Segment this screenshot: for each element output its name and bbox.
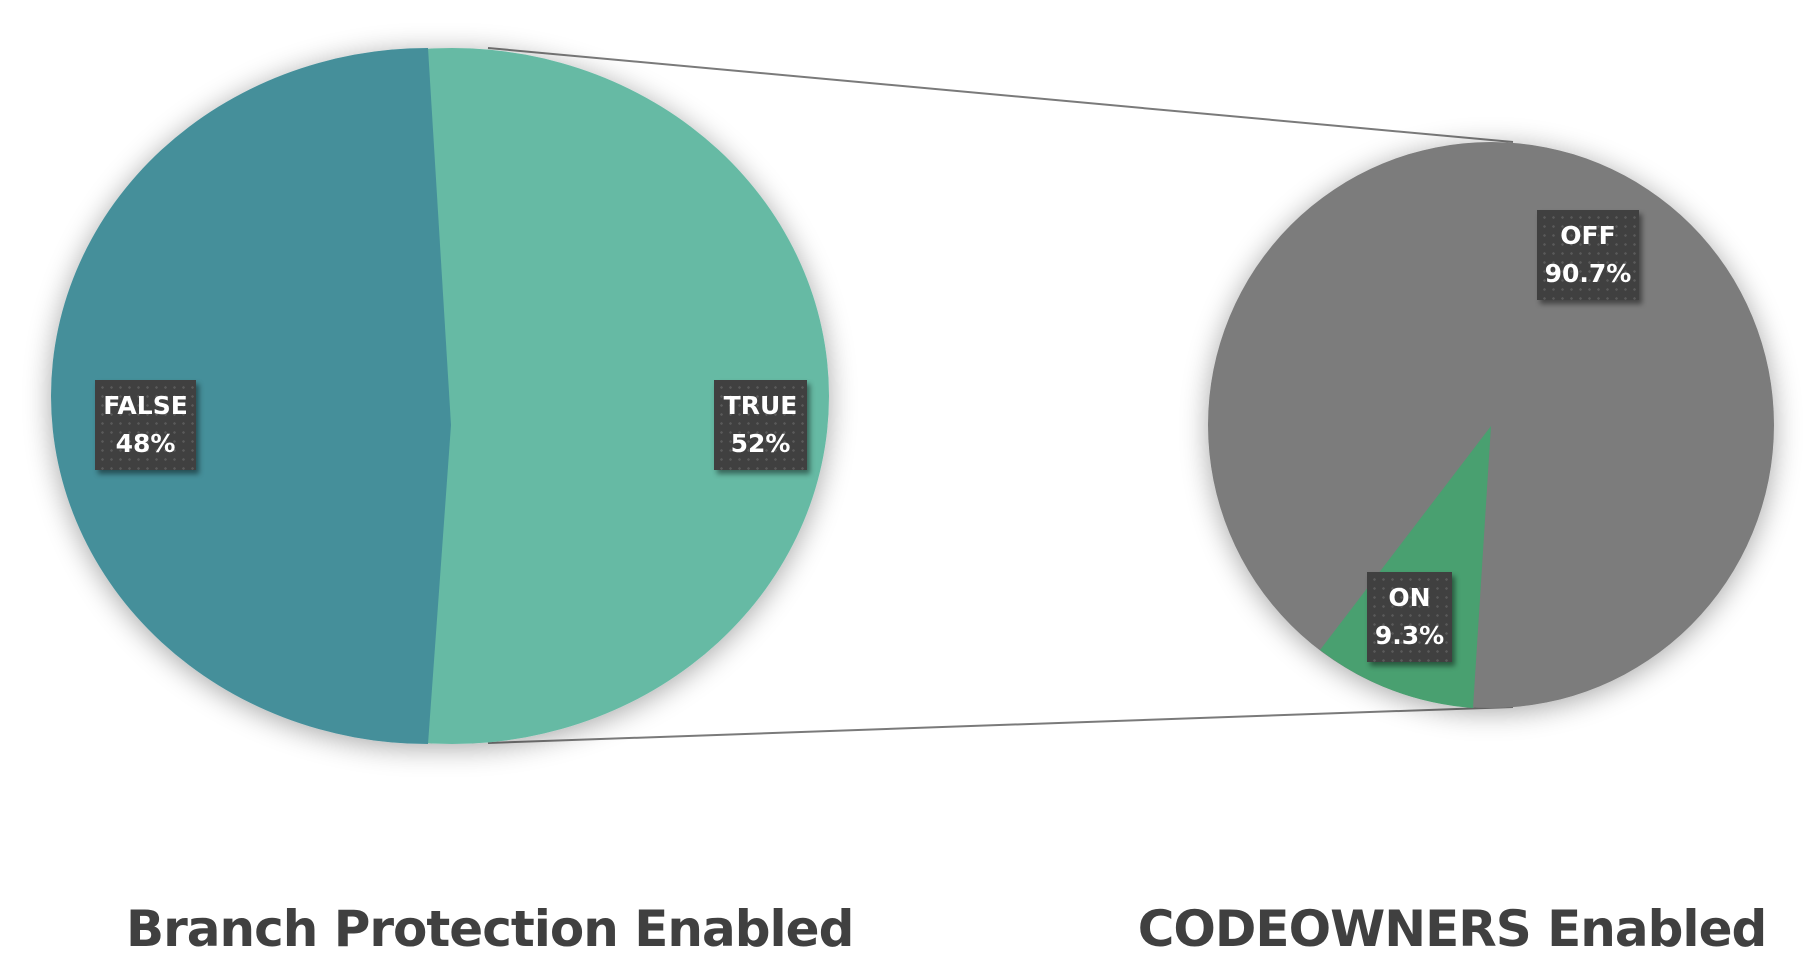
label-true-name: TRUE (723, 391, 798, 420)
label-off: OFF 90.7% (1537, 210, 1639, 300)
label-on-name: ON (1388, 583, 1431, 612)
label-true-value: 52% (730, 429, 791, 458)
right-pie-title: CODEOWNERS Enabled (1137, 900, 1768, 958)
label-on-value: 9.3% (1374, 621, 1445, 650)
label-false: FALSE 48% (95, 380, 196, 470)
left-pie-title: Branch Protection Enabled (126, 900, 854, 958)
right-pie (1208, 142, 1774, 708)
label-false-value: 48% (115, 429, 176, 458)
label-true: TRUE 52% (714, 380, 807, 470)
left-pie (51, 48, 829, 744)
label-off-value: 90.7% (1544, 259, 1632, 288)
pie-slice-false[interactable] (51, 48, 451, 744)
connector-line-bottom (487, 706, 1514, 744)
connector-line-top (487, 47, 1514, 143)
label-off-name: OFF (1560, 221, 1616, 250)
label-on: ON 9.3% (1367, 572, 1452, 662)
label-false-name: FALSE (103, 391, 188, 420)
pie-slice-off[interactable] (1208, 142, 1774, 708)
